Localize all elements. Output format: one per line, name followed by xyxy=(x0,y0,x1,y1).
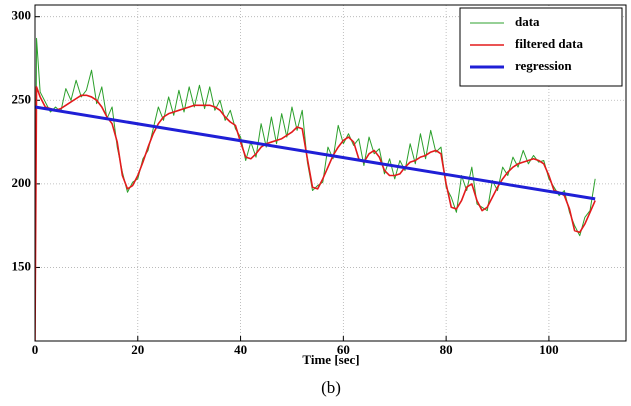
y-tick-label: 150 xyxy=(12,258,32,273)
legend-label: regression xyxy=(515,58,572,73)
legend-label: filtered data xyxy=(515,36,583,51)
x-tick-label: 60 xyxy=(337,342,350,357)
y-tick-label: 200 xyxy=(12,175,32,190)
legend-box xyxy=(459,7,623,87)
x-tick-label: 80 xyxy=(440,342,453,357)
x-tick-label: 40 xyxy=(234,342,247,357)
y-tick-label: 300 xyxy=(12,8,32,23)
series-line xyxy=(35,86,596,341)
x-tick-label: 0 xyxy=(32,342,39,357)
x-axis-label: Time [sec] xyxy=(302,352,359,367)
y-tick-label: 250 xyxy=(12,91,32,106)
x-tick-label: 100 xyxy=(539,342,559,357)
x-tick-label: 20 xyxy=(131,342,144,357)
legend-label: data xyxy=(515,14,540,29)
plot-frame xyxy=(34,4,627,342)
series-line xyxy=(35,105,596,201)
caption: (b) xyxy=(321,378,341,397)
